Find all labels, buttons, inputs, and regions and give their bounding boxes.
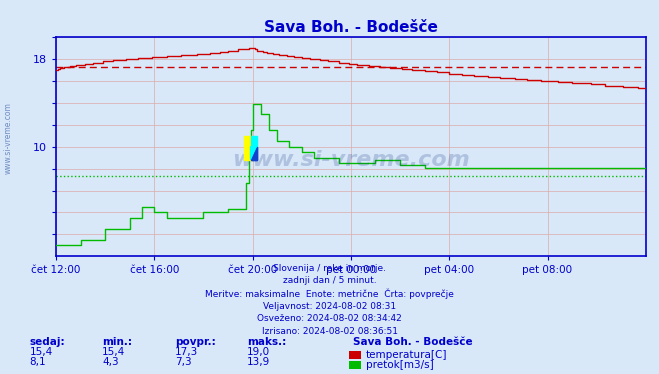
Text: pretok[m3/s]: pretok[m3/s] [366,361,434,370]
Text: Sava Boh. - Bodešče: Sava Boh. - Bodešče [353,337,473,347]
Bar [244,136,250,160]
Text: sedaj:: sedaj: [30,337,65,347]
Polygon shape [250,147,257,160]
Text: povpr.:: povpr.: [175,337,215,347]
Text: 4,3: 4,3 [102,357,119,367]
Text: Slovenija / reke in morje.
zadnji dan / 5 minut.
Meritve: maksimalne  Enote: met: Slovenija / reke in morje. zadnji dan / … [205,264,454,335]
Title: Sava Boh. - Bodešče: Sava Boh. - Bodešče [264,20,438,35]
Text: min.:: min.: [102,337,132,347]
Text: www.si-vreme.com: www.si-vreme.com [232,150,470,170]
Text: 17,3: 17,3 [175,347,198,357]
Text: maks.:: maks.: [247,337,287,347]
Polygon shape [250,147,257,160]
Text: 19,0: 19,0 [247,347,270,357]
Text: www.si-vreme.com: www.si-vreme.com [3,102,13,174]
Text: 15,4: 15,4 [30,347,53,357]
Text: 8,1: 8,1 [30,357,46,367]
Text: 7,3: 7,3 [175,357,191,367]
Bar [250,136,257,149]
Text: temperatura[C]: temperatura[C] [366,350,447,360]
Text: 15,4: 15,4 [102,347,125,357]
Bar [250,147,257,160]
Text: 13,9: 13,9 [247,357,270,367]
